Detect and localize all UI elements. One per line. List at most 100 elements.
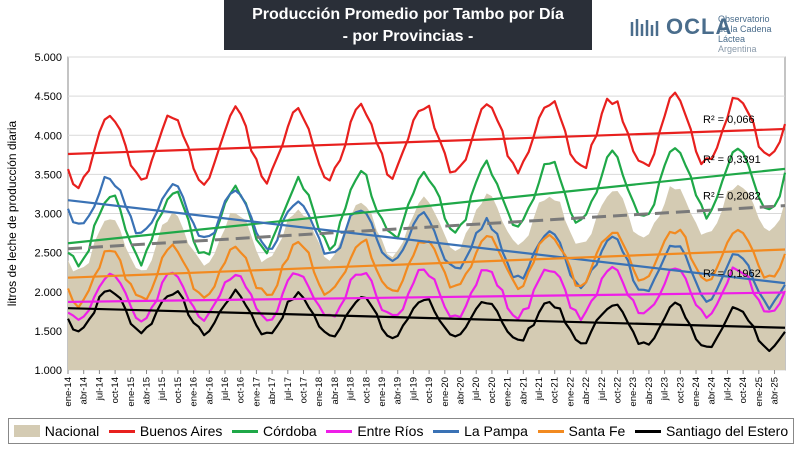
- x-tick-label: jul-17: [283, 377, 294, 401]
- logo-name: OCLA: [666, 14, 733, 39]
- trendline-nacional: [67, 204, 786, 251]
- logo-sub1: Observatorio: [718, 14, 770, 24]
- x-tick-label: jul-22: [597, 377, 608, 401]
- production-line-chart: 1.000 1.500 2.000 2.500 3.000 3.500 4.000 4.500…: [5, 52, 787, 407]
- x-tick-label: abr-21: [518, 377, 529, 404]
- x-tick-label: oct-22: [613, 377, 624, 403]
- x-tick-label: abr-25: [770, 377, 781, 404]
- x-tick-label: abr-23: [644, 377, 655, 404]
- y-axis-label: litros de leche de producción diaria: [5, 120, 19, 306]
- legend-swatch: [232, 429, 258, 433]
- ocla-logo: OCLA Observatorio de la Cadena Láctea Ar…: [630, 14, 795, 54]
- x-tick-label: abr-14: [79, 377, 90, 404]
- chart-title: Producción Promedio por Tambo por Día: [252, 6, 564, 23]
- legend-label: Santa Fe: [568, 423, 626, 439]
- y-tick-label: 2.500: [34, 248, 62, 260]
- x-tick-label: oct-15: [173, 377, 184, 403]
- x-tick-label: ene-22: [565, 377, 576, 407]
- r-squared-label: R² = 0,066: [703, 114, 755, 126]
- chart-title-box: Producción Promedio por Tambo por Día - …: [224, 0, 592, 50]
- x-tick-label: ene-20: [440, 377, 451, 407]
- milk-wave-icon: [630, 19, 659, 36]
- chart-legend: Nacional Buenos Aires Córdoba Entre Ríos La …: [8, 418, 794, 444]
- x-tick-label: oct-14: [110, 377, 121, 403]
- r-squared-label: R² = 0,2082: [703, 191, 761, 203]
- legend-label: Buenos Aires: [139, 423, 223, 439]
- y-tick-label: 3.500: [34, 169, 62, 181]
- x-tick-label: abr-22: [581, 377, 592, 404]
- legend-item: Santa Fe: [537, 423, 626, 439]
- x-tick-label: ene-23: [628, 377, 639, 407]
- y-tick-label: 1.500: [34, 326, 62, 338]
- x-tick-label: ene-21: [503, 377, 514, 407]
- x-tick-label: jul-16: [220, 377, 231, 401]
- x-tick-label: abr-17: [267, 377, 278, 404]
- series-line-la-pampa: [66, 175, 786, 311]
- legend-swatch: [326, 429, 353, 433]
- legend-label: La Pampa: [464, 423, 528, 439]
- legend-label: Entre Ríos: [357, 423, 424, 439]
- legend-swatch: [13, 425, 40, 437]
- trendline-entre-rios: [67, 291, 786, 304]
- legend-swatch: [433, 429, 460, 433]
- legend-swatch: [108, 429, 135, 433]
- logo-subtitle: Observatorio de la Cadena Láctea Argenti…: [718, 14, 795, 54]
- series-line-buenos-aires: [66, 91, 787, 190]
- x-tick-label: ene-25: [754, 377, 765, 407]
- x-tick-label: jul-14: [94, 377, 105, 401]
- y-tick-label: 4.000: [34, 130, 62, 142]
- series-line-cordoba: [67, 147, 787, 268]
- x-tick-label: jul-20: [471, 377, 482, 401]
- y-tick-label: 2.000: [34, 287, 62, 299]
- x-tick-label: oct-24: [738, 377, 749, 403]
- legend-swatch: [634, 429, 661, 433]
- y-tick-label: 1.000: [34, 365, 62, 377]
- y-tick-label: 4.500: [34, 91, 62, 103]
- x-tick-label: jul-18: [346, 377, 357, 401]
- x-tick-label: ene-14: [63, 377, 74, 407]
- trendline-cordoba: [67, 167, 786, 245]
- x-tick-label: jul-19: [408, 377, 419, 401]
- legend-label: Córdoba: [263, 423, 317, 439]
- series-line-entre-rios: [67, 265, 787, 323]
- x-tick-label: abr-20: [456, 377, 467, 404]
- legend-item: Nacional: [13, 423, 99, 439]
- legend-item: Córdoba: [232, 423, 317, 439]
- x-tick-label: jul-23: [660, 377, 671, 401]
- legend-item: Santiago del Estero: [634, 423, 789, 439]
- chart-subtitle: - por Provincias -: [342, 28, 474, 45]
- x-tick-label: oct-17: [299, 377, 310, 403]
- x-tick-label: abr-15: [142, 377, 153, 404]
- logo-sub2: de la Cadena Láctea: [718, 24, 772, 44]
- legend-label: Santiago del Estero: [665, 423, 789, 439]
- r-squared-label: R² = 0,3391: [703, 154, 761, 166]
- r-squared-label: R² = 0,1962: [703, 268, 761, 280]
- trendline-buenos-aires: [67, 127, 786, 156]
- legend-item: La Pampa: [433, 423, 528, 439]
- x-tick-label: jul-15: [157, 377, 168, 401]
- x-tick-label: ene-17: [251, 377, 262, 407]
- x-tick-label: oct-23: [675, 377, 686, 403]
- x-tick-label: ene-19: [377, 377, 388, 407]
- x-tick-label: ene-18: [314, 377, 325, 407]
- x-tick-label: ene-15: [126, 377, 137, 407]
- legend-swatch: [537, 429, 564, 433]
- x-tick-label: oct-21: [550, 377, 561, 403]
- y-tick-label: 3.000: [34, 209, 62, 221]
- x-tick-label: abr-24: [707, 377, 718, 404]
- x-tick-label: abr-19: [393, 377, 404, 404]
- x-tick-label: jul-21: [534, 377, 545, 401]
- x-tick-label: abr-18: [330, 377, 341, 404]
- x-tick-label: oct-18: [361, 377, 372, 403]
- logo-sub3: Argentina: [718, 44, 757, 54]
- x-tick-label: ene-16: [189, 377, 200, 407]
- x-tick-label: oct-20: [487, 377, 498, 403]
- legend-item: Entre Ríos: [326, 423, 423, 439]
- x-tick-label: ene-24: [691, 377, 702, 407]
- trendline-santiago-del-estero: [67, 307, 786, 329]
- x-tick-label: jul-24: [722, 377, 733, 401]
- legend-item: Buenos Aires: [108, 423, 223, 439]
- trendline-la-pampa: [67, 199, 786, 285]
- x-tick-label: oct-19: [424, 377, 435, 403]
- x-tick-label: oct-16: [236, 377, 247, 403]
